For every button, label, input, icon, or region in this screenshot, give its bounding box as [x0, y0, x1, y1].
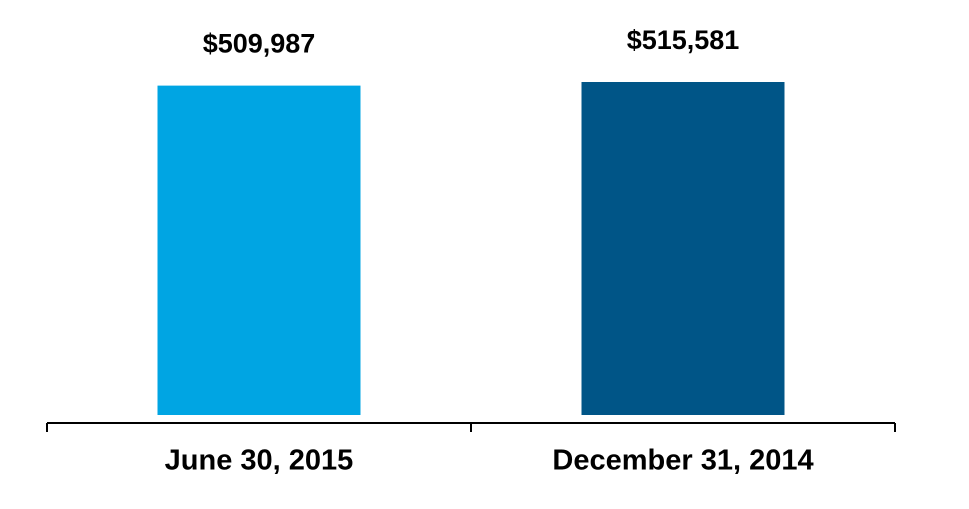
- x-tick-label: December 31, 2014: [552, 445, 813, 477]
- bar: [157, 85, 361, 416]
- value-label: $515,581: [627, 25, 740, 55]
- x-axis: [46, 422, 896, 432]
- value-label: $509,987: [203, 29, 316, 59]
- bar: [581, 82, 785, 415]
- x-tick-label: June 30, 2015: [165, 445, 354, 477]
